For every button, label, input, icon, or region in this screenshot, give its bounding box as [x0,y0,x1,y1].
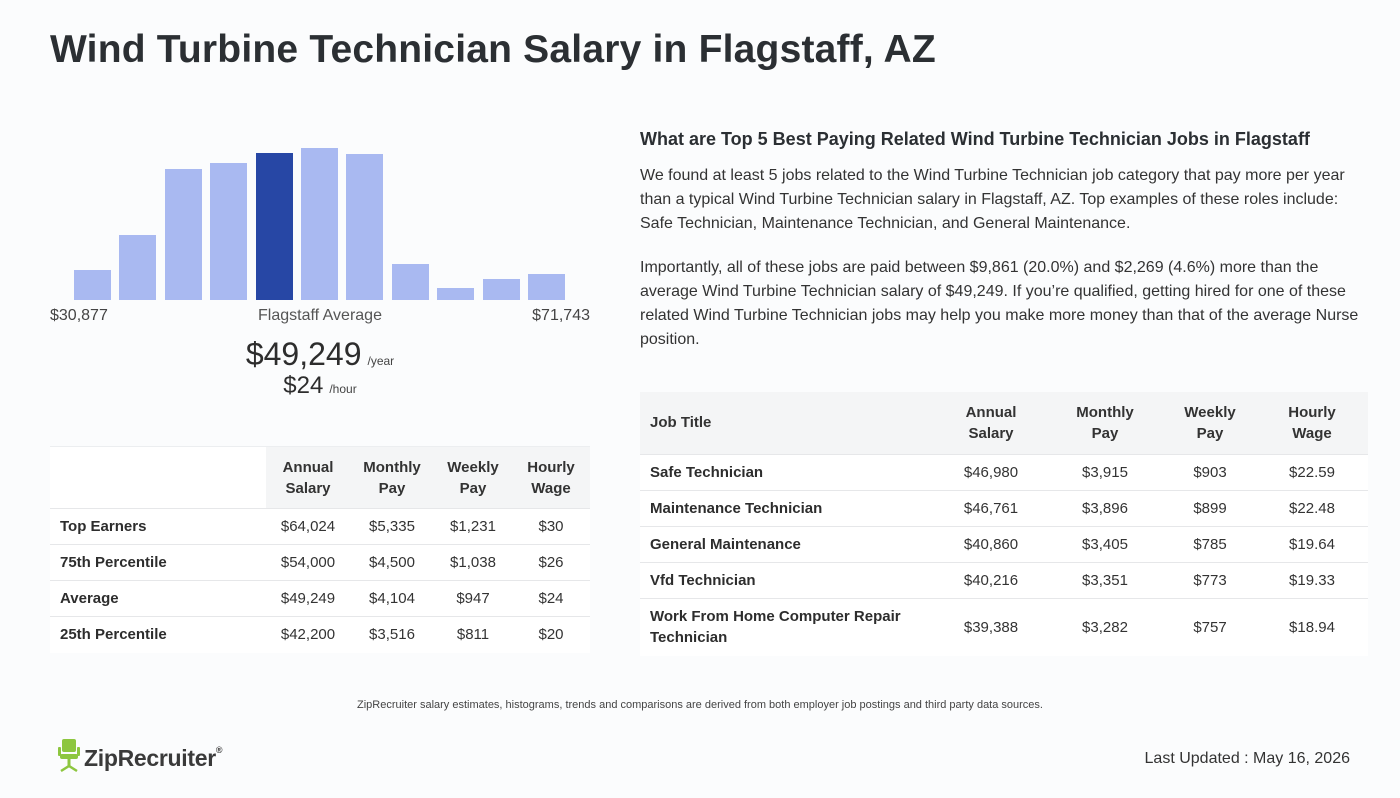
header-monthly-pay: Monthly Pay [350,446,434,509]
cell-weekly: $903 [1193,463,1227,481]
cell-monthly: $3,351 [1082,571,1128,589]
histogram-min-label: $30,877 [50,307,108,324]
cell-hourly: $19.64 [1289,535,1335,553]
percentile-table: Annual Salary Monthly Pay Weekly Pay Hourly… [50,446,590,653]
jobs-table-header: Job Title Annual Salary Monthly Pay Weekly… [640,392,1368,454]
related-jobs-heading: What are Top 5 Best Paying Related Wind … [640,129,1310,149]
cell-weekly: $1,231 [450,518,496,535]
histogram-bar [391,264,429,300]
row-label: Top Earners [60,518,147,535]
table-row: Average $49,249 $4,104 $947 $24 [50,580,590,617]
cell-weekly: $947 [456,590,490,607]
last-updated: Last Updated : May 16, 2026 [1144,750,1350,767]
salary-histogram [50,140,590,300]
cell-annual: $39,388 [963,618,1019,636]
table-row: Safe Technician $46,980 $3,915 $903 $22.… [640,454,1368,490]
cell-weekly: $899 [1193,499,1227,517]
histogram-bar [346,154,384,300]
cell-monthly: $4,104 [369,590,415,607]
average-annual-value: $49,249 [245,336,362,372]
related-jobs-paragraph-1: We found at least 5 jobs related to the … [640,167,1345,232]
histogram-bar [482,279,520,300]
row-label: 75th Percentile [60,554,167,571]
header-blank [50,446,266,509]
cell-weekly: $1,038 [450,554,496,571]
page-title: Wind Turbine Technician Salary in Flagst… [50,28,936,71]
cell-hourly: $22.59 [1289,463,1335,481]
histogram-bar [437,288,475,300]
cell-hourly: $19.33 [1289,571,1335,589]
cell-hourly: $20 [538,626,564,644]
average-annual: $49,249/year [50,336,590,373]
cell-weekly: $785 [1193,535,1227,553]
cell-monthly: $4,500 [369,554,415,571]
cell-hourly: $30 [538,518,564,535]
cell-hourly: $24 [538,590,564,607]
header-hourly-wage: Hourly Wage [1288,403,1336,442]
row-label: 25th Percentile [60,626,167,644]
cell-monthly: $5,335 [369,518,415,535]
header-monthly-pay: Monthly Pay [1076,403,1134,442]
cell-monthly: $3,405 [1082,535,1128,553]
related-jobs-paragraph-2: Importantly, all of these jobs are paid … [640,259,1359,348]
cell-annual: $49,249 [280,590,336,607]
table-row: Maintenance Technician $46,761 $3,896 $8… [640,490,1368,526]
header-hourly-wage: Hourly Wage [512,446,590,509]
cell-hourly: $26 [538,554,564,571]
annual-unit: /year [367,354,395,368]
header-job-title: Job Title [650,414,712,432]
cell-weekly: $773 [1193,571,1227,589]
cell-monthly: $3,282 [1082,618,1128,636]
table-row: 75th Percentile $54,000 $4,500 $1,038 $2… [50,544,590,581]
cell-annual: $46,761 [963,499,1019,517]
histogram-bar-average [255,153,293,300]
job-title: Work From Home Computer Repair Technicia… [650,608,901,647]
histogram-bar [210,163,248,300]
table-row: Top Earners $64,024 $5,335 $1,231 $30 [50,508,590,545]
average-hourly: $24/hour [50,372,590,400]
header-annual-salary: Annual Salary [965,403,1017,442]
table-row: 25th Percentile $42,200 $3,516 $811 $20 [50,616,590,653]
header-annual-salary: Annual Salary [266,446,350,509]
cell-annual: $40,860 [963,535,1019,553]
job-title: Vfd Technician [650,571,756,589]
cell-annual: $42,200 [280,626,336,644]
header-weekly-pay: Weekly Pay [1184,403,1236,442]
job-title: Maintenance Technician [650,499,823,517]
histogram-bar [74,270,111,300]
row-label: Average [60,590,119,607]
histogram-bar [301,148,338,300]
cell-monthly: $3,915 [1082,463,1128,481]
histogram-max-label: $71,743 [532,307,590,324]
histogram-bar [119,235,157,300]
chair-icon [58,738,80,778]
average-hourly-value: $24 [283,372,324,399]
table-row: General Maintenance $40,860 $3,405 $785 … [640,526,1368,562]
cell-annual: $54,000 [280,554,336,571]
cell-monthly: $3,516 [369,626,415,644]
cell-annual: $40,216 [963,571,1019,589]
cell-annual: $46,980 [963,463,1019,481]
data-source-footnote: ZipRecruiter salary estimates, histogram… [357,699,1043,711]
cell-annual: $64,024 [280,518,336,535]
job-title: General Maintenance [650,535,801,553]
table-row: Vfd Technician $40,216 $3,351 $773 $19.3… [640,562,1368,598]
hourly-unit: /hour [329,382,357,396]
percentile-table-header: Annual Salary Monthly Pay Weekly Pay Hourly… [50,446,590,509]
histogram-bar [164,169,202,300]
cell-hourly: $18.94 [1289,618,1335,636]
header-weekly-pay: Weekly Pay [434,446,512,509]
table-row: Work From Home Computer Repair Technicia… [640,598,1368,656]
cell-monthly: $3,896 [1082,499,1128,517]
related-jobs-table: Job Title Annual Salary Monthly Pay Weekly… [640,392,1368,656]
ziprecruiter-logo: ZipRecruiter® [58,738,223,778]
cell-hourly: $22.48 [1289,499,1335,517]
cell-weekly: $757 [1193,618,1227,636]
histogram-bar [528,274,565,300]
brand-name: ZipRecruiter® [84,744,223,771]
cell-weekly: $811 [456,626,490,644]
histogram-average-label: Flagstaff Average [258,307,382,324]
job-title: Safe Technician [650,463,764,481]
